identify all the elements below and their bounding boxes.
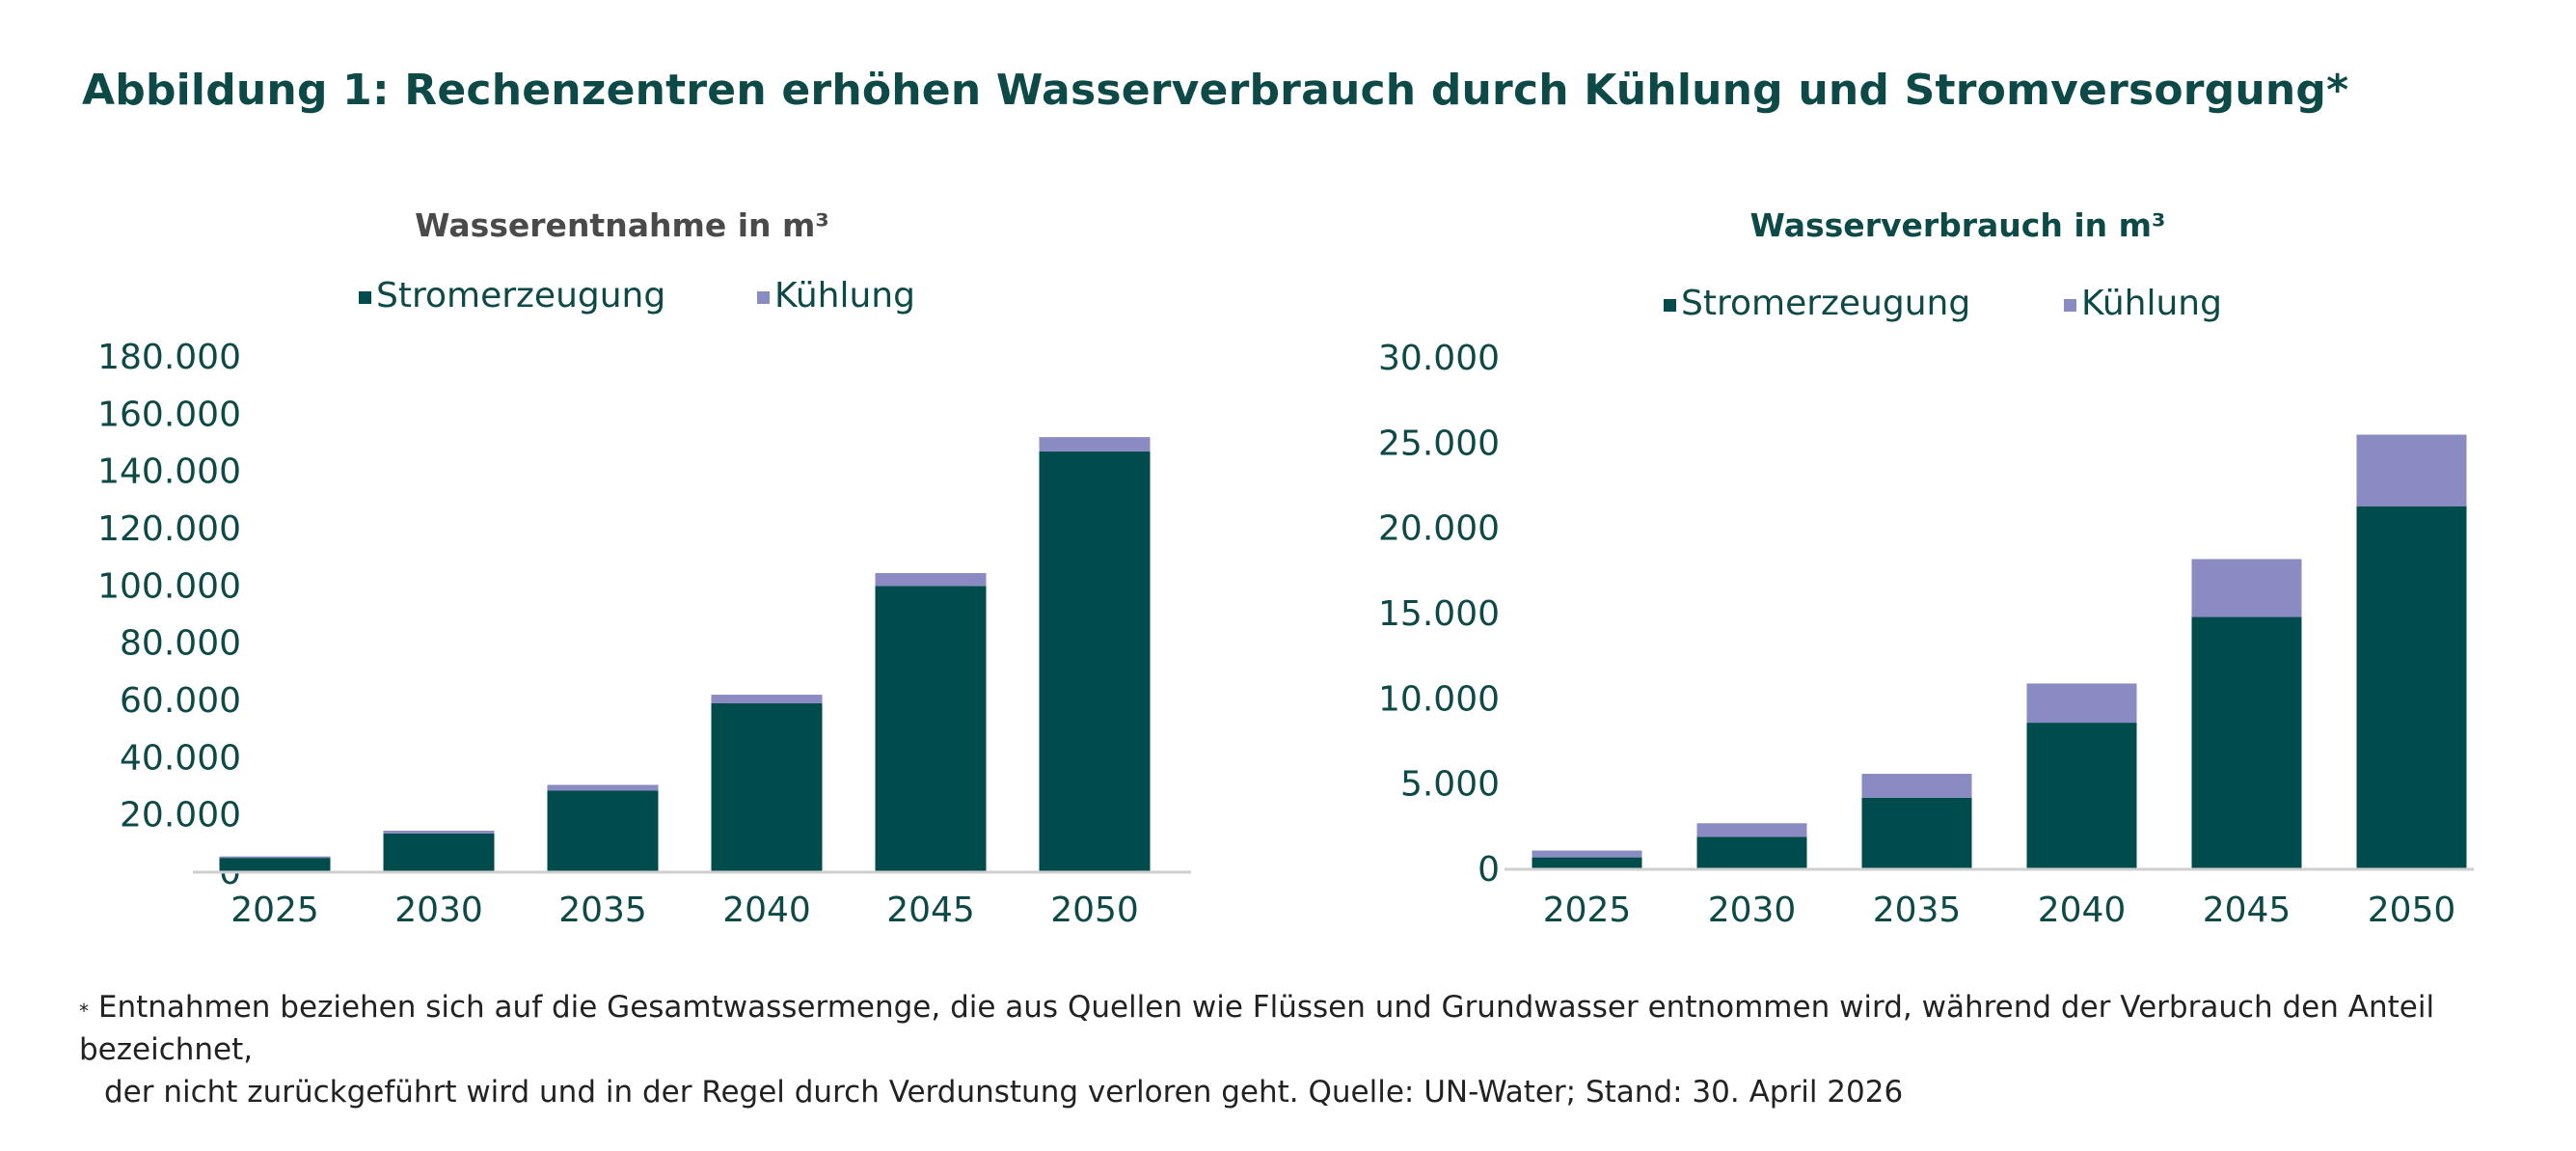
x-tick-left-2025: 2025: [230, 891, 319, 930]
x-tick-left-2050: 2050: [1050, 891, 1139, 930]
bar-left-2045-0: [875, 586, 987, 872]
legend-item-left-0: Stromerzeugung: [359, 276, 665, 315]
x-tick-right-2040: 2040: [2038, 891, 2127, 930]
y-tick-left-6: 120.000: [97, 509, 241, 549]
legend-label-left-1: Kühlung: [774, 276, 915, 315]
x-tick-left-2035: 2035: [558, 891, 647, 930]
footnote-marker: *: [79, 1000, 89, 1023]
x-tick-left-2045: 2045: [886, 891, 975, 930]
bar-left-2025-0: [219, 858, 331, 872]
legend-item-left-1: Kühlung: [757, 276, 915, 315]
x-tick-right-2050: 2050: [2368, 891, 2456, 930]
bar-left-2030-1: [383, 830, 495, 834]
bar-right-2050-0: [2356, 506, 2467, 869]
legend-item-right-1: Kühlung: [2064, 284, 2222, 323]
y-tick-right-5: 25.000: [1378, 424, 1500, 463]
bar-left-2040-0: [711, 702, 823, 872]
bar-left-2030-0: [383, 833, 495, 872]
y-tick-left-5: 100.000: [97, 566, 241, 606]
footnote-line-1: Entnahmen beziehen sich auf die Gesamtwa…: [79, 990, 2435, 1067]
bar-right-2030-1: [1696, 823, 1807, 837]
chart-wasserentnahme: Wasserentnahme in m³ Stromerzeugung Kühlun…: [97, 206, 1191, 930]
chart-right-title: Wasserverbrauch in m³: [1750, 206, 2166, 244]
legend-label-left-0: Stromerzeugung: [376, 276, 665, 315]
y-tick-right-2: 10.000: [1378, 679, 1500, 719]
x-tick-right-2030: 2030: [1708, 891, 1797, 930]
y-tick-left-1: 20.000: [120, 796, 241, 836]
bar-left-2050-0: [1039, 451, 1151, 872]
bar-right-2035-1: [1861, 774, 1972, 798]
bar-left-2035-1: [547, 784, 659, 791]
y-tick-right-4: 20.000: [1378, 509, 1500, 549]
x-tick-right-2045: 2045: [2203, 891, 2291, 930]
legend-label-right-1: Kühlung: [2081, 284, 2222, 323]
bar-right-2035-0: [1861, 797, 1972, 869]
bar-left-2050-1: [1039, 437, 1151, 452]
y-tick-right-1: 5.000: [1400, 765, 1500, 805]
y-tick-left-2: 40.000: [120, 738, 241, 778]
bar-right-2045-1: [2191, 559, 2302, 617]
x-tick-right-2035: 2035: [1873, 891, 1962, 930]
bar-left-2025-1: [219, 856, 331, 859]
legend-swatch-left-1: [757, 291, 770, 304]
footnote-line-2: der nicht zurückgeführt wird und in der …: [104, 1075, 1904, 1110]
bar-left-2045-1: [875, 572, 987, 587]
chart-wasserverbrauch: Wasserverbrauch in m³ Stromerzeugung Kühlu…: [1378, 206, 2474, 930]
y-tick-right-3: 15.000: [1378, 594, 1500, 634]
bar-right-2030-0: [1696, 836, 1807, 869]
y-tick-right-6: 30.000: [1378, 339, 1500, 378]
footnote: * Entnahmen beziehen sich auf die Gesamt…: [79, 986, 2548, 1113]
y-tick-left-8: 160.000: [97, 395, 241, 434]
x-tick-left-2030: 2030: [394, 891, 483, 930]
legend-swatch-left-0: [359, 291, 371, 304]
bar-right-2025-1: [1532, 850, 1642, 858]
x-tick-right-2025: 2025: [1543, 891, 1632, 930]
bar-right-2040-1: [2026, 683, 2137, 724]
y-tick-left-3: 60.000: [120, 681, 241, 721]
y-tick-right-0: 0: [1478, 850, 1500, 890]
bar-left-2035-0: [547, 790, 659, 872]
legend-label-right-0: Stromerzeugung: [1681, 284, 1970, 323]
x-tick-left-2040: 2040: [722, 891, 811, 930]
y-tick-left-9: 180.000: [97, 338, 241, 377]
bar-left-2040-1: [711, 695, 823, 703]
chart-left-title: Wasserentnahme in m³: [415, 206, 829, 244]
legend-swatch-right-1: [2064, 299, 2076, 312]
bar-right-2040-0: [2026, 723, 2137, 869]
bar-right-2050-1: [2356, 434, 2467, 507]
legend-item-right-0: Stromerzeugung: [1664, 284, 1970, 323]
legend-swatch-right-0: [1664, 299, 1676, 312]
page-title: Abbildung 1: Rechenzentren erhöhen Wasse…: [82, 66, 2349, 115]
bar-right-2045-0: [2191, 617, 2302, 869]
bar-right-2025-0: [1532, 857, 1642, 869]
y-tick-left-4: 80.000: [120, 624, 241, 664]
y-tick-left-7: 140.000: [97, 452, 241, 492]
